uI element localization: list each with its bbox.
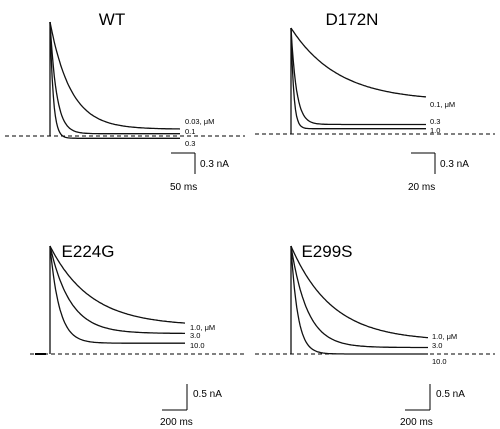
trace-label-wt-3: 0.3 — [185, 139, 195, 148]
current-trace-2 — [290, 245, 428, 349]
traces-d172n — [290, 27, 427, 134]
trace-label-e299s-2: 3.0 — [432, 341, 442, 350]
scale-bar-y-label-e224g: 0.5 nA — [193, 389, 222, 400]
panel-title-d172n: D172N — [326, 10, 379, 29]
scale-bar-x-label-d172n: 20 ms — [408, 182, 435, 193]
panel-wt: WT 0.03, μM 0.1 0.3 0.3 nA 50 ms — [5, 10, 245, 193]
traces-e299s — [290, 245, 428, 355]
scale-bar-x-label-wt: 50 ms — [170, 182, 197, 193]
trace-label-e224g-2: 3.0 — [190, 331, 200, 340]
scale-bar-x-label-e299s: 200 ms — [400, 417, 433, 428]
scale-bar-x-label-e224g: 200 ms — [160, 417, 193, 428]
panel-title-wt: WT — [99, 10, 125, 29]
panel-title-e224g: E224G — [62, 242, 115, 261]
trace-label-d172n-1: 0.1, μM — [430, 100, 455, 109]
trace-label-d172n-2: 0.3 — [430, 117, 440, 126]
scale-bar-y-label-wt: 0.3 nA — [200, 159, 229, 170]
current-trace-3 — [290, 27, 426, 130]
current-trace-2 — [49, 21, 180, 135]
current-trace-3 — [49, 21, 180, 139]
trace-label-wt-1: 0.03, μM — [185, 117, 214, 126]
panel-title-e299s: E299S — [301, 242, 352, 261]
current-trace-1 — [290, 27, 427, 98]
current-trace-1 — [49, 21, 181, 130]
trace-label-d172n-3: 1.0 — [430, 126, 440, 135]
trace-label-e224g-3: 10.0 — [190, 341, 205, 350]
panel-d172n: D172N 0.1, μM 0.3 1.0 0.3 nA 20 ms — [255, 10, 495, 193]
scale-bar-y-label-e299s: 0.5 nA — [436, 389, 465, 400]
panel-e299s: E299S 1.0, μM 3.0 10.0 0.5 nA 200 ms — [255, 242, 495, 428]
current-trace-1 — [290, 245, 428, 339]
traces-e224g — [49, 245, 186, 354]
current-trace-2 — [290, 27, 426, 126]
trace-label-e299s-1: 1.0, μM — [432, 332, 457, 341]
current-trace-3 — [49, 245, 185, 344]
current-trace-1 — [49, 245, 186, 324]
current-trace-2 — [49, 245, 185, 335]
trace-label-e224g-1: 1.0, μM — [190, 323, 215, 332]
scale-bar-y-label-d172n: 0.3 nA — [440, 159, 469, 170]
trace-label-wt-2: 0.1 — [185, 127, 195, 136]
traces-wt — [49, 21, 181, 139]
trace-label-e299s-3: 10.0 — [432, 357, 447, 366]
panel-e224g: E224G 1.0, μM 3.0 10.0 0.5 nA 200 ms — [30, 242, 245, 428]
current-trace-3 — [290, 245, 428, 355]
